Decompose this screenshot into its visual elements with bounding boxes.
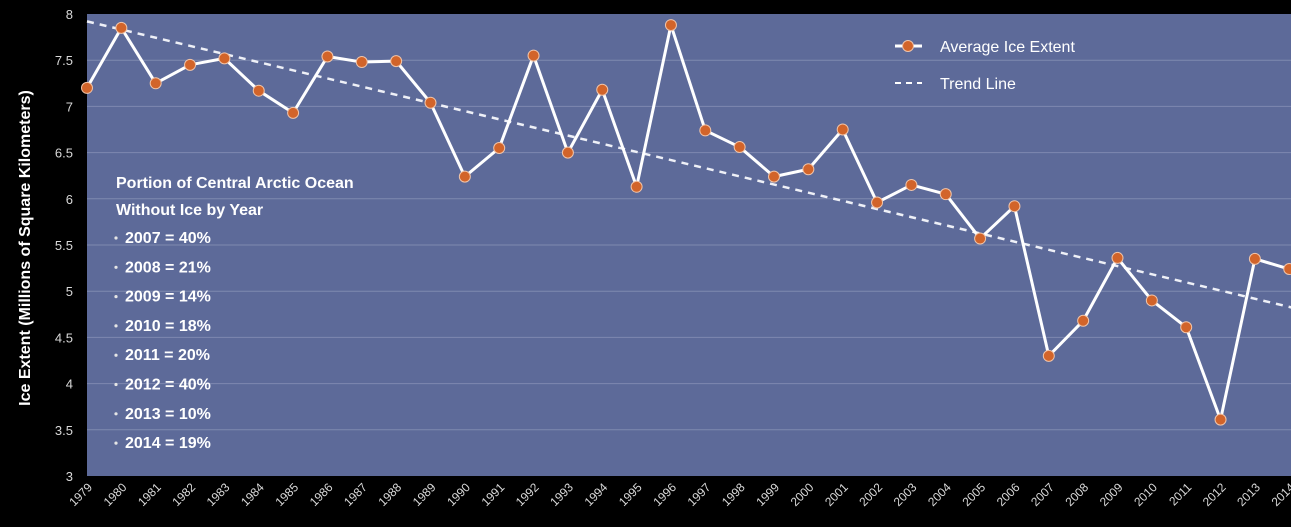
bullet-icon <box>114 295 118 299</box>
data-point <box>115 21 128 34</box>
data-point <box>424 96 437 109</box>
data-point <box>768 170 780 183</box>
annotation-item: 2013 = 10% <box>125 406 211 423</box>
y-axis-ticks: 3 3.5 4 4.5 5 5.5 6 6.5 7 7.5 8 <box>55 7 73 484</box>
y-axis-label: Ice Extent (Millions of Square Kilometer… <box>17 90 34 406</box>
data-point <box>871 196 884 209</box>
series-line-average-ice-extent <box>85 23 1290 422</box>
data-point <box>1042 349 1055 362</box>
data-point <box>1077 314 1090 327</box>
data-point <box>1180 321 1193 334</box>
data-point <box>905 178 918 191</box>
data-point <box>81 81 93 94</box>
bullet-icon <box>114 265 118 269</box>
y-tick-label: 7.5 <box>55 53 73 68</box>
data-point <box>939 188 952 201</box>
data-point <box>390 55 403 68</box>
y-tick-label: 7 <box>66 99 73 114</box>
legend: Average Ice Extent Trend Line <box>895 39 1075 93</box>
data-point <box>1248 252 1261 265</box>
data-point <box>218 52 231 65</box>
bullet-icon <box>114 382 118 387</box>
y-tick-label: 5 <box>66 284 73 299</box>
y-tick-label: 3.5 <box>55 423 73 438</box>
data-point <box>561 146 574 159</box>
annotation-item: 2009 = 14% <box>125 289 211 306</box>
bullet-icon <box>114 353 118 357</box>
data-point <box>1145 294 1158 307</box>
y-tick-label: 5.5 <box>55 238 73 253</box>
marker-layer <box>81 19 1291 426</box>
data-point <box>252 84 265 97</box>
annotation-item: 2014 = 19% <box>125 435 211 452</box>
series-layer <box>85 23 1290 422</box>
data-point <box>664 19 677 32</box>
annotation-item: 2007 = 40% <box>125 230 211 247</box>
data-point <box>149 77 162 90</box>
data-point <box>802 163 815 176</box>
data-point <box>1111 251 1124 264</box>
legend-average-marker <box>902 40 914 52</box>
data-point <box>184 58 197 71</box>
bullet-icon <box>114 441 118 445</box>
y-tick-label: 8 <box>66 7 73 22</box>
y-tick-label: 4 <box>66 377 73 392</box>
data-point <box>527 49 540 62</box>
data-point <box>493 141 506 154</box>
annotation-item: 2008 = 21% <box>125 259 211 276</box>
annotation-list: 2007 = 40% 2008 = 21% 2009 = 14% 2010 = 18%… <box>114 230 211 452</box>
data-point <box>1214 413 1227 426</box>
data-point <box>596 83 609 96</box>
trend-line <box>86 20 1291 309</box>
data-point <box>287 106 300 119</box>
data-point <box>699 124 712 137</box>
bullet-icon <box>114 236 118 240</box>
legend-trend-label: Trend Line <box>940 76 1016 93</box>
data-point <box>836 123 849 136</box>
y-tick-label: 6 <box>66 192 73 207</box>
bullet-icon <box>114 412 118 416</box>
data-point <box>733 141 746 154</box>
bullet-icon <box>114 324 118 328</box>
annotation-item: 2011 = 20% <box>125 347 210 364</box>
y-tick-label: 3 <box>66 469 73 484</box>
y-tick-label: 4.5 <box>55 330 73 345</box>
y-tick-label: 6.5 <box>55 146 73 161</box>
data-point <box>1283 263 1291 276</box>
data-point <box>355 56 368 69</box>
data-point <box>321 50 334 63</box>
annotation-item: 2012 = 40% <box>125 377 211 394</box>
data-point <box>1008 200 1021 213</box>
annotation-box: Portion of Central Arctic Ocean Without … <box>114 175 354 452</box>
data-point <box>974 232 987 245</box>
data-point <box>630 180 643 193</box>
gridlines <box>87 59 1291 431</box>
legend-average-label: Average Ice Extent <box>940 39 1075 56</box>
annotation-heading-line1: Portion of Central Arctic Ocean <box>116 175 354 192</box>
data-point <box>458 170 471 183</box>
annotation-item: 2010 = 18% <box>125 318 211 335</box>
trend-line-layer <box>86 20 1291 309</box>
annotation-heading-line2: Without Ice by Year <box>116 202 263 219</box>
